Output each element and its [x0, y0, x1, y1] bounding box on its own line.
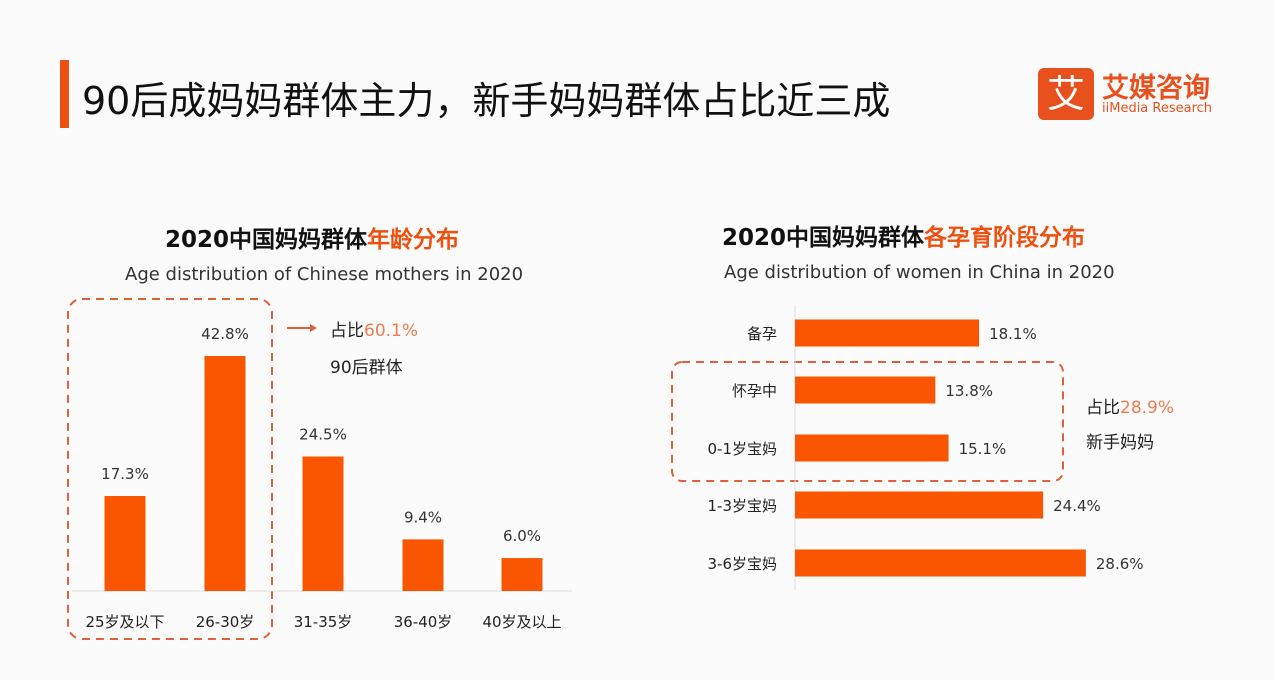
chart1-title-highlight: 年龄分布	[367, 227, 460, 253]
data-label-1: 42.8%	[201, 325, 249, 343]
title-accent-bar	[60, 60, 69, 128]
chart2-title-prefix: 2020中国妈妈群体	[722, 225, 925, 251]
category-label-1: 怀孕中	[732, 382, 777, 400]
data-label-2: 15.1%	[959, 440, 1007, 458]
chart2-annotation-prefix: 占比	[1086, 398, 1120, 418]
bar-4	[501, 558, 543, 591]
chart1: 17.3% 25岁及以下 42.8% 26-30岁 24.5% 31-35岁 9.4% 36-…	[72, 325, 572, 631]
chart2-annotation-value: 28.9%	[1120, 398, 1175, 418]
category-label-2: 31-35岁	[294, 613, 353, 631]
bar-1	[795, 376, 936, 404]
data-label-3: 24.4%	[1053, 497, 1101, 515]
chart2: 18.1% 备孕 13.8% 怀孕中 15.1% 0-1岁宝妈 24.4% 1-3岁宝妈 28.…	[708, 305, 1144, 590]
bar-3	[402, 539, 444, 591]
category-label-3: 36-40岁	[394, 613, 453, 631]
chart2-subtitle: Age distribution of women in China in 20…	[724, 262, 1115, 283]
chart2-title-highlight: 各孕育阶段分布	[924, 225, 1086, 251]
chart1-highlight-box	[67, 298, 273, 640]
chart1-annotation-label: 90后群体	[330, 358, 403, 378]
bar-4	[795, 549, 1086, 577]
category-label-0: 备孕	[747, 325, 777, 343]
bar-2	[795, 434, 949, 462]
page-title: 90后成妈妈群体主力，新手妈妈群体占比近三成	[82, 79, 891, 123]
category-label-4: 40岁及以上	[482, 613, 561, 631]
chart1-title: 2020中国妈妈群体年龄分布	[165, 220, 459, 254]
data-label-3: 9.4%	[404, 508, 442, 526]
data-label-0: 17.3%	[101, 465, 149, 483]
bar-2	[302, 456, 344, 591]
chart2-highlight-box	[671, 361, 1064, 482]
data-label-0: 18.1%	[989, 325, 1037, 343]
chart1-annotation: 占比60.1%	[330, 316, 418, 341]
category-label-4: 3-6岁宝妈	[708, 555, 778, 573]
logo-icon: 艾	[1038, 68, 1094, 120]
chart1-title-prefix: 2020中国妈妈群体	[165, 227, 368, 253]
logo-subtext: iiMedia Research	[1102, 101, 1213, 116]
data-label-4: 6.0%	[503, 527, 541, 545]
chart1-annotation-prefix: 占比	[330, 321, 364, 341]
category-label-1: 26-30岁	[196, 613, 255, 631]
chart2-title: 2020中国妈妈群体各孕育阶段分布	[722, 218, 1085, 252]
chart2-annotation-label: 新手妈妈	[1086, 433, 1154, 453]
bar-0	[104, 496, 146, 591]
bar-3	[795, 491, 1044, 519]
chart1-subtitle: Age distribution of Chinese mothers in 2…	[125, 264, 524, 285]
logo-text: 艾媒咨询	[1102, 73, 1210, 104]
category-label-3: 1-3岁宝妈	[708, 497, 778, 515]
chart2-annotation: 占比28.9%	[1086, 393, 1174, 418]
chart1-annotation-value: 60.1%	[364, 321, 419, 341]
bar-0	[795, 319, 980, 347]
data-label-2: 24.5%	[299, 425, 347, 443]
bar-1	[204, 356, 246, 591]
data-label-4: 28.6%	[1096, 555, 1144, 573]
arrow-head-icon	[310, 324, 317, 332]
category-label-2: 0-1岁宝妈	[708, 440, 778, 458]
category-label-0: 25岁及以下	[85, 613, 164, 631]
data-label-1: 13.8%	[945, 382, 993, 400]
